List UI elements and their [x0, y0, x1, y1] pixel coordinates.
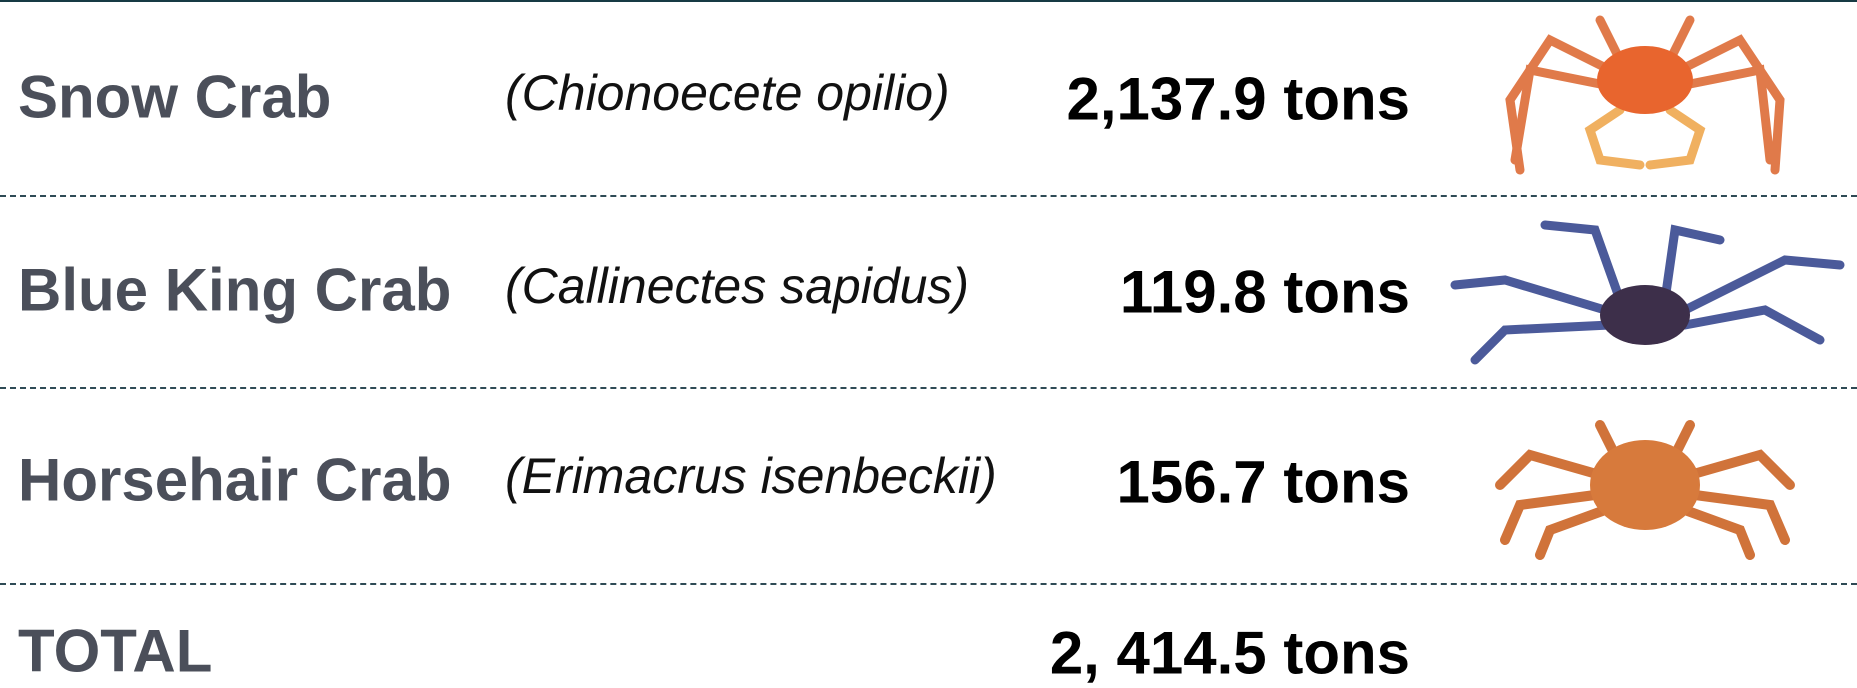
- amount: 2,137.9 tons: [1066, 65, 1410, 133]
- scientific-name: (Erimacrus isenbeckii): [505, 448, 997, 504]
- amount: 156.7 tons: [1116, 448, 1410, 516]
- total-amount: 2, 414.5 tons: [1049, 619, 1410, 687]
- amount: 119.8 tons: [1119, 258, 1410, 326]
- top-border: [0, 0, 1857, 2]
- snow-crab-image: [1505, 15, 1785, 175]
- row-divider: [0, 195, 1857, 197]
- scientific-name: (Callinectes sapidus): [505, 258, 970, 314]
- crab-name: Blue King Crab: [18, 256, 452, 324]
- row-divider: [0, 583, 1857, 585]
- total-label: TOTAL: [18, 617, 213, 685]
- crab-name: Horsehair Crab: [18, 446, 452, 514]
- scientific-name: (Chionoecete opilio): [505, 65, 950, 121]
- horsehair-crab-image: [1495, 420, 1795, 560]
- crab-name: Snow Crab: [18, 63, 332, 131]
- row-divider: [0, 387, 1857, 389]
- blue-king-crab-image: [1450, 220, 1845, 365]
